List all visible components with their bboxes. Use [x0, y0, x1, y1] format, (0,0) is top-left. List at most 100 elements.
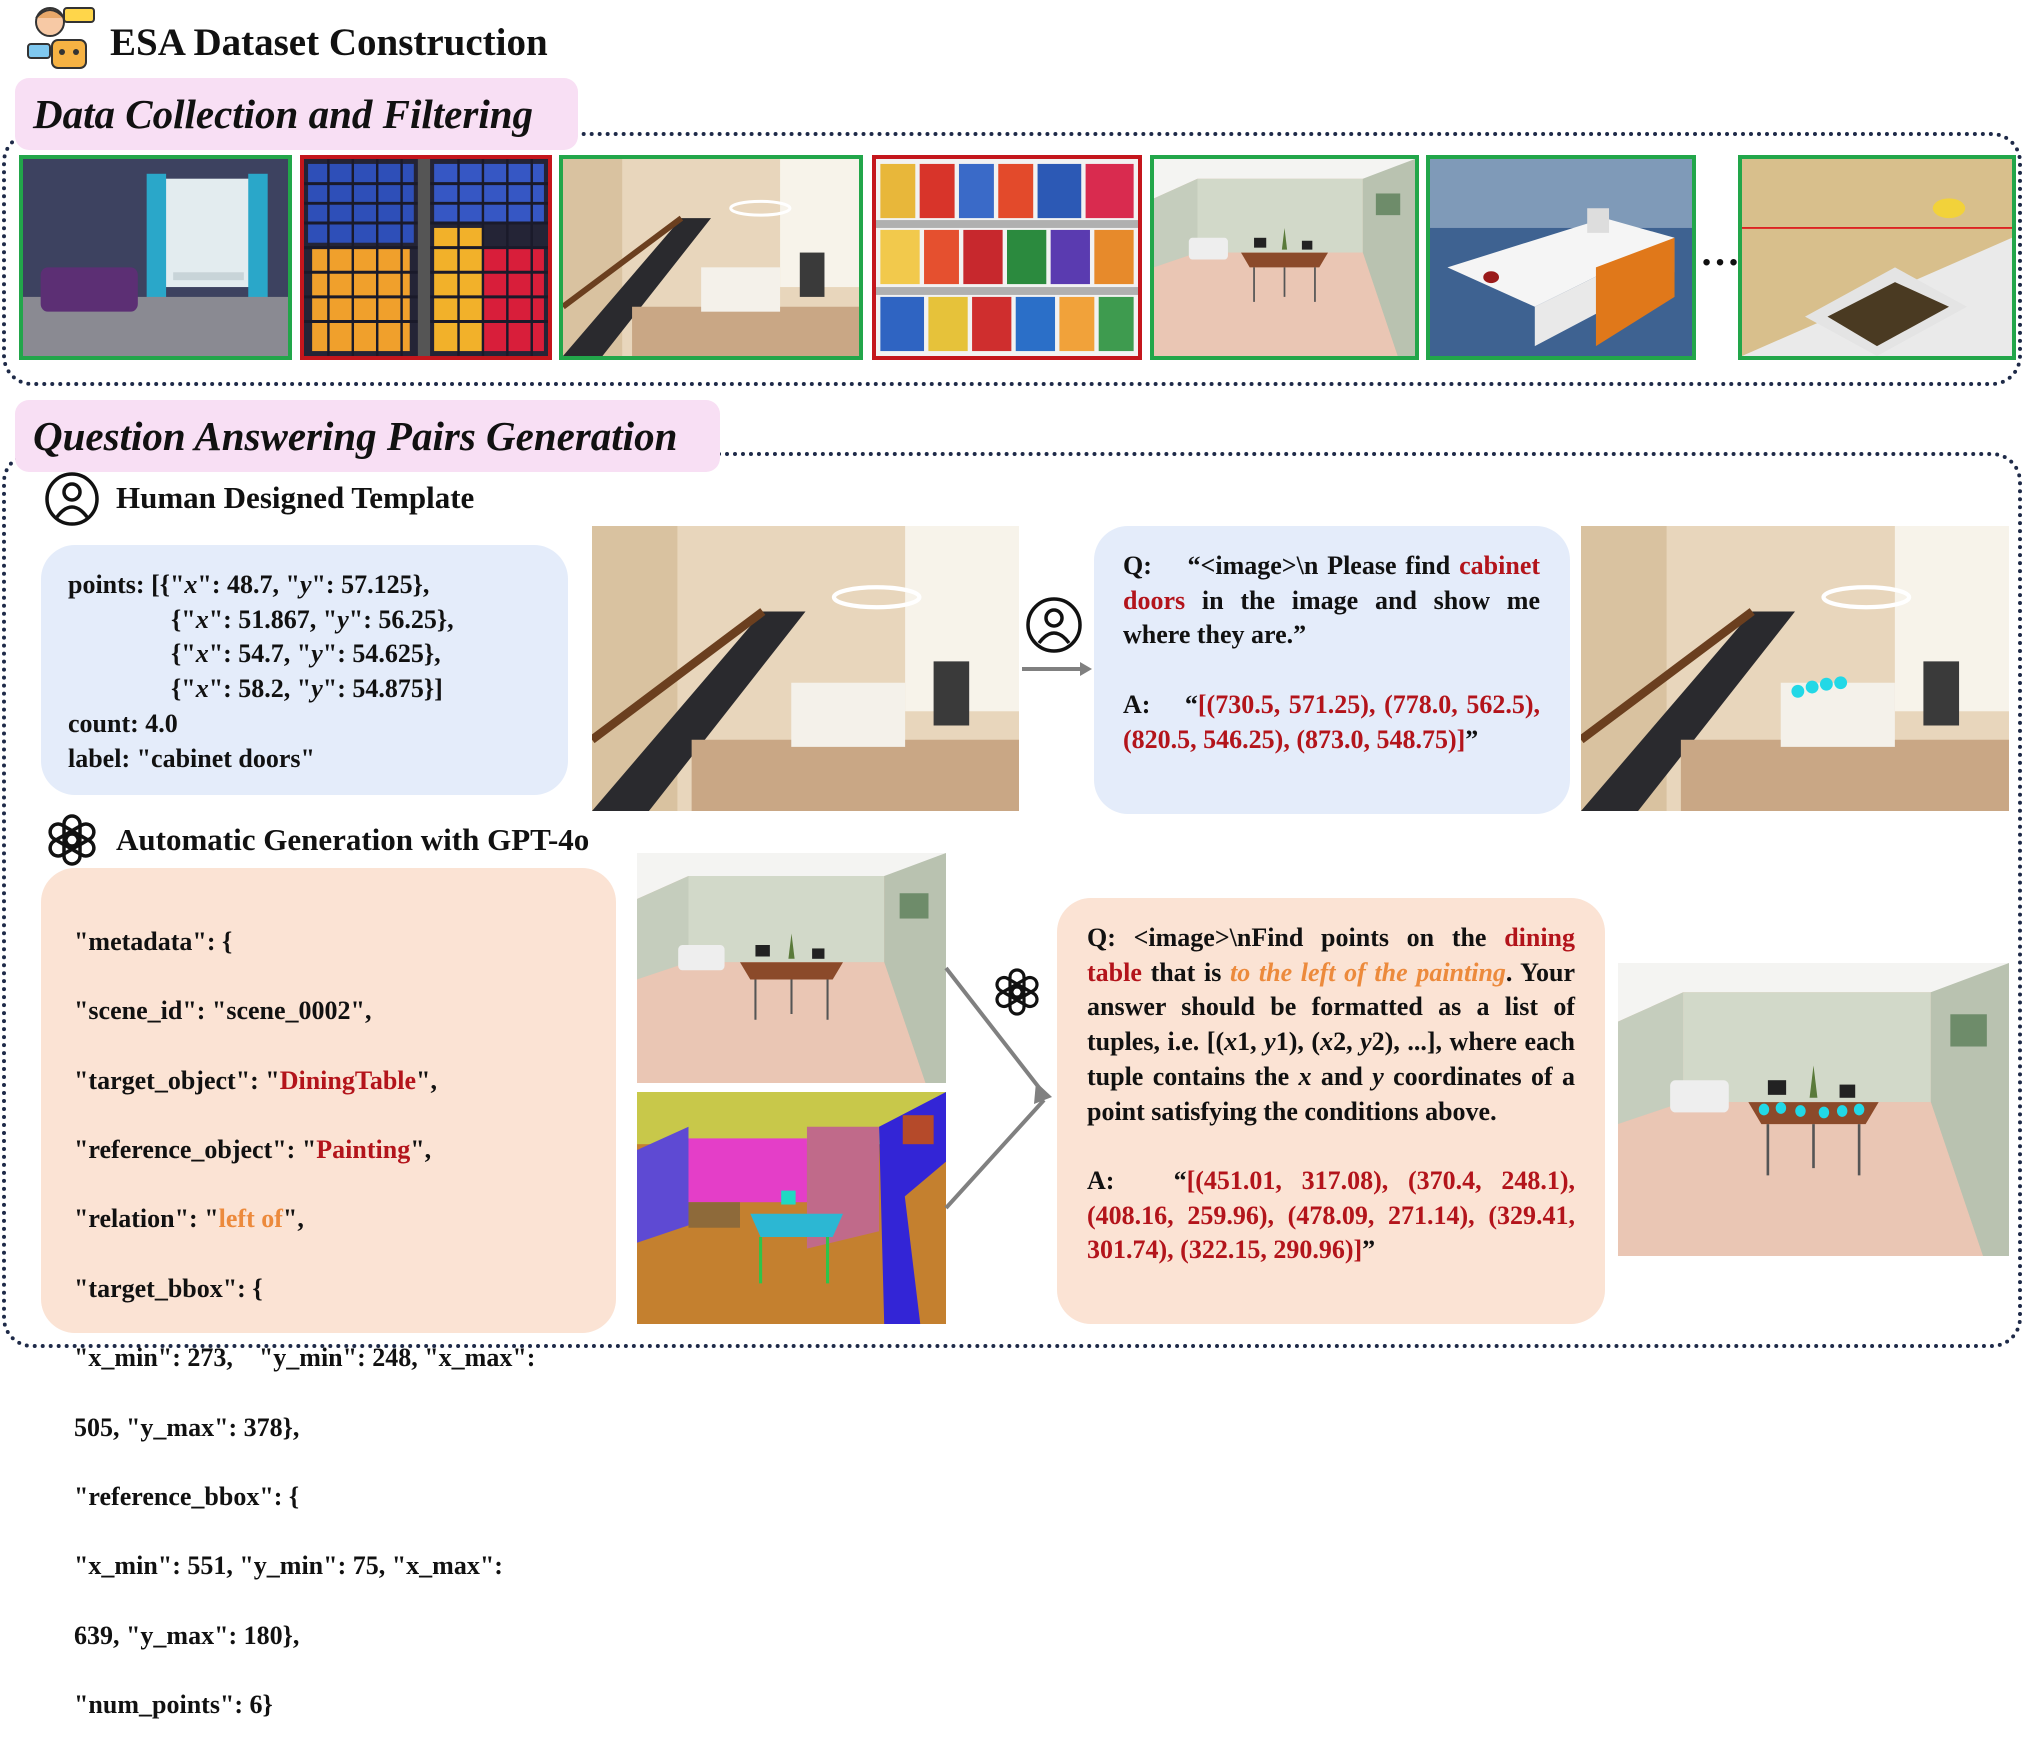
- code-line: 505, "y_max": 378},: [74, 1411, 616, 1446]
- photo: [1150, 155, 1419, 360]
- q-text: “<image>\n Please find: [1187, 551, 1451, 580]
- qa-frame: [2, 452, 2022, 1348]
- code-line: "scene_id": "scene_0002",: [74, 994, 616, 1029]
- title: ESA Dataset Construction: [110, 21, 548, 64]
- photo: [592, 526, 1019, 811]
- code: ": 56.25},: [348, 604, 454, 634]
- code-line: 639, "y_max": 180},: [74, 1619, 616, 1654]
- q-target: cabinet doors: [1123, 551, 1541, 615]
- photo-result: [1581, 526, 2009, 811]
- code-line: "target_bbox": {: [74, 1272, 616, 1307]
- a-label: A:: [1087, 1165, 1115, 1195]
- code: "x_min": 273, "y_min": 248, "x_max":: [74, 1343, 536, 1373]
- q-text: x: [1298, 1061, 1312, 1091]
- photo: [19, 155, 292, 360]
- ellipsis: …: [1700, 229, 1740, 274]
- question: Q: <image>\nFind points on the dining ta…: [1087, 921, 1575, 1129]
- code: ": 54.7, ": [208, 639, 312, 669]
- photo-seg: [637, 1092, 946, 1324]
- code: "reference_bbox": {: [74, 1481, 300, 1511]
- code: {": [171, 674, 196, 704]
- a-quote: “: [1173, 1165, 1187, 1195]
- code: "target_bbox": {: [74, 1273, 263, 1303]
- code-line: "target_object": "DiningTable",: [74, 1064, 616, 1099]
- code: ": 48.7, ": [197, 570, 300, 599]
- section-label: Data Collection and Filtering: [15, 78, 578, 150]
- logo-icon: [27, 7, 95, 69]
- answer: A: “[(451.01, 317.08), (370.4, 248.1), (…: [1087, 1164, 1575, 1268]
- code-line: "x_min": 551, "y_min": 75, "x_max":: [74, 1549, 616, 1584]
- q-text: x: [1224, 1027, 1238, 1057]
- q-text: 1,: [1237, 1027, 1265, 1057]
- code: {": [171, 639, 196, 669]
- q-text: 2,: [1333, 1027, 1361, 1057]
- code: "relation": ": [74, 1204, 219, 1234]
- a-quote: “: [1184, 689, 1198, 719]
- q-text: 2), ...], where each tuple contains the: [1087, 1027, 1576, 1091]
- code: 639, "y_max": 180},: [74, 1620, 300, 1650]
- code: y: [299, 570, 312, 599]
- code: left of: [218, 1204, 283, 1234]
- code-line: {"x": 51.867, "y": 56.25},: [68, 603, 568, 638]
- code-line: points: [{"x": 48.7, "y": 57.125},: [68, 568, 568, 603]
- code: y: [311, 639, 323, 669]
- q-text: y: [1264, 1027, 1276, 1057]
- code-line: count: 4.0: [68, 707, 568, 742]
- photo: [1738, 155, 2016, 360]
- q-text: that is: [1150, 957, 1222, 987]
- gpt-icon: [48, 814, 96, 866]
- code-line: "x_min": 273, "y_min": 248, "x_max":: [74, 1341, 616, 1376]
- q-text: y: [1372, 1061, 1384, 1091]
- code-line: "num_points": 6}: [74, 1688, 616, 1723]
- arrow-person: [1022, 597, 1092, 676]
- template-code: points: [{"x": 48.7, "y": 57.125}, {"x":…: [41, 545, 568, 795]
- code: "scene_id": "scene_0002",: [74, 996, 372, 1026]
- code-line: "relation": "left of",: [74, 1202, 616, 1237]
- code: DiningTable: [279, 1065, 417, 1095]
- photo: [559, 155, 863, 360]
- q-text: y: [1360, 1027, 1372, 1057]
- code: x: [195, 639, 209, 669]
- photo: [637, 853, 946, 1083]
- q-target: dining table: [1087, 923, 1576, 987]
- q-text: . Your answer should be formatted as a l…: [1087, 957, 1576, 1057]
- photo: [300, 155, 552, 360]
- subtitle: Automatic Generation with GPT-4o: [116, 822, 590, 857]
- subtitle: Human Designed Template: [116, 480, 475, 515]
- photo: [872, 155, 1142, 360]
- page: {"header":{"title":"ESA Dataset Construc…: [2, 7, 2022, 1720]
- code: y: [311, 674, 323, 704]
- code: "reference_object": ": [74, 1134, 317, 1164]
- code: ": 58.2, ": [208, 674, 312, 704]
- code-line: "reference_object": "Painting",: [74, 1133, 616, 1168]
- q-text: <image>\nFind points on the: [1133, 923, 1487, 952]
- code: ",: [282, 1204, 304, 1234]
- answer: A: “[(730.5, 571.25), (778.0, 562.5), (8…: [1123, 688, 1540, 757]
- a-text: [(730.5, 571.25), (778.0, 562.5), (820.5…: [1123, 689, 1540, 754]
- code: y: [337, 604, 349, 634]
- q-relation: to the left of the painting: [1230, 957, 1506, 987]
- code-line: {"x": 58.2, "y": 54.875}]: [68, 672, 568, 707]
- code: x: [195, 604, 209, 634]
- a-label: A:: [1123, 689, 1151, 719]
- code: label: "cabinet doors": [68, 743, 315, 773]
- q-label: Q:: [1123, 551, 1152, 580]
- code-line: "reference_bbox": {: [74, 1480, 616, 1515]
- a-quote: ”: [1465, 724, 1479, 754]
- code: ": 51.867, ": [208, 604, 338, 634]
- person-icon: [45, 472, 99, 526]
- code: Painting: [316, 1134, 411, 1164]
- code: ": 54.625},: [322, 639, 441, 669]
- code: {": [171, 604, 196, 634]
- q-text: in the image and show me where they are.…: [1123, 585, 1540, 650]
- code: "metadata": {: [74, 926, 233, 956]
- code: ": 57.125},: [311, 570, 430, 599]
- code-line: {"x": 54.7, "y": 54.625},: [68, 637, 568, 672]
- q-text: x: [1320, 1027, 1334, 1057]
- code: x: [184, 570, 198, 599]
- template-qa: Q: “<image>\n Please find cabinet doors …: [1094, 526, 1570, 814]
- collection-frame: [2, 132, 2022, 386]
- code: ": 54.875}]: [322, 674, 443, 704]
- code: points: [{": [68, 570, 185, 599]
- photo: [1426, 155, 1696, 360]
